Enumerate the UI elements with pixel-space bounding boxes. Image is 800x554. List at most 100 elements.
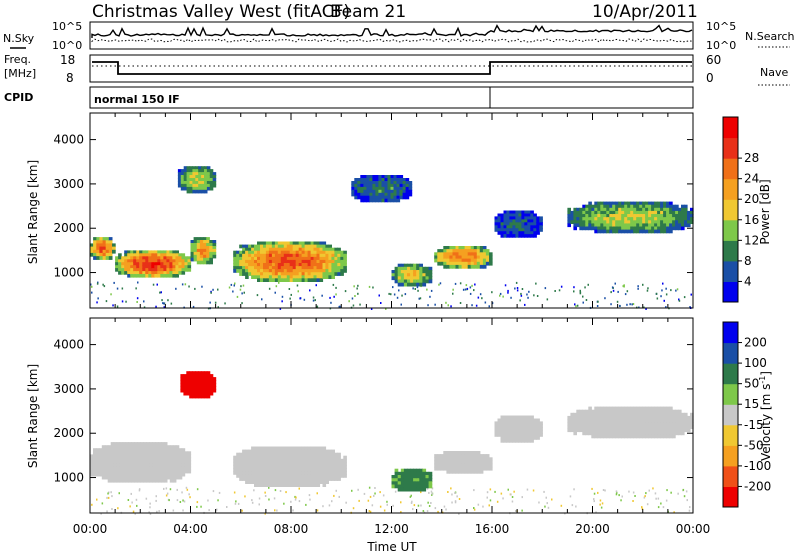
echo-cell — [260, 266, 264, 270]
echo-cell — [143, 478, 147, 483]
echo-cell — [416, 263, 420, 268]
echo-cell — [512, 219, 516, 223]
echo-cell — [204, 189, 208, 194]
echo-cell — [678, 409, 682, 414]
echo-cell — [663, 207, 667, 212]
echo-cell — [375, 198, 379, 203]
noise-speck — [228, 286, 231, 289]
echo-cell — [663, 223, 667, 228]
echo-cell — [340, 461, 344, 466]
echo-cell — [131, 472, 135, 477]
nsearch-tick-top: 10^5 — [706, 20, 736, 33]
echo-cell — [403, 475, 408, 479]
echo-cell — [440, 258, 444, 263]
echo-cell — [609, 201, 613, 206]
echo-cell — [337, 452, 341, 457]
echo-cell — [151, 268, 155, 272]
beam-label: Beam 21 — [330, 2, 406, 22]
echo-cell — [151, 265, 155, 269]
echo-cell — [319, 244, 324, 249]
echo-cell — [212, 181, 217, 185]
noise-speck — [149, 512, 152, 515]
echo-cell — [331, 455, 335, 460]
echo-cell — [254, 477, 258, 481]
echo-cell — [181, 466, 186, 471]
noise-speck — [410, 502, 413, 504]
echo-cell — [416, 484, 420, 489]
echo-cell — [239, 452, 243, 457]
echo-cell — [666, 229, 670, 234]
echo-cell — [274, 477, 279, 481]
echo-cell — [265, 266, 270, 270]
echo-cell — [113, 472, 118, 477]
echo-cell — [265, 483, 270, 487]
echo-cell — [107, 472, 112, 477]
echo-cell — [310, 449, 315, 454]
echo-cell — [609, 419, 613, 423]
echo-cell — [178, 256, 182, 260]
echo-cell — [609, 229, 613, 234]
echo-cell — [313, 266, 318, 270]
echo-cell — [669, 204, 673, 209]
echo-cell — [151, 259, 155, 263]
echo-cell — [304, 259, 309, 264]
echo-cell — [536, 418, 540, 423]
echo-cell — [140, 460, 144, 465]
echo-cell — [163, 268, 167, 272]
echo-cell — [233, 263, 237, 267]
echo-cell — [585, 204, 589, 209]
echo-cell — [455, 457, 460, 462]
echo-cell — [236, 259, 240, 264]
noise-speck — [675, 289, 677, 292]
echo-cell — [206, 243, 210, 247]
echo-cell — [512, 228, 516, 232]
echo-cell — [440, 463, 444, 468]
echo-cell — [233, 259, 237, 264]
echo-cell — [124, 250, 128, 254]
echo-cell — [166, 268, 170, 272]
echo-cell — [485, 466, 490, 471]
echo-cell — [612, 223, 616, 228]
colorbar-tick-label: 50 — [744, 377, 759, 391]
echo-cell — [639, 223, 643, 228]
echo-cell — [394, 481, 399, 486]
echo-cell — [328, 477, 332, 481]
echo-cell — [319, 446, 324, 451]
echo-cell — [396, 175, 401, 179]
echo-cell — [160, 460, 165, 465]
echo-cell — [624, 428, 628, 433]
echo-cell — [397, 471, 402, 476]
echo-cell — [408, 192, 413, 197]
echo-cell — [143, 442, 147, 446]
echo-cell — [402, 181, 407, 185]
echo-cell — [618, 217, 622, 221]
noise-speck — [368, 285, 371, 288]
echo-cell — [369, 186, 373, 191]
echo-cell — [149, 454, 153, 459]
echo-cell — [582, 220, 586, 224]
echo-cell — [576, 419, 580, 423]
echo-cell — [482, 255, 487, 260]
noise-speck — [196, 501, 199, 504]
echo-cell — [183, 388, 187, 393]
echo-cell — [609, 204, 613, 209]
echo-cell — [254, 471, 258, 475]
echo-cell — [184, 268, 189, 272]
echo-cell — [579, 226, 583, 231]
echo-cell — [624, 434, 628, 439]
echo-cell — [98, 460, 103, 465]
echo-cell — [204, 181, 208, 185]
echo-cell — [585, 431, 589, 436]
echo-cell — [678, 412, 682, 417]
echo-cell — [115, 256, 119, 260]
echo-region — [567, 406, 694, 439]
echo-cell — [506, 430, 510, 434]
echo-cell — [400, 270, 405, 274]
echo-cell — [257, 278, 261, 282]
echo-cell — [660, 425, 664, 429]
echo-cell — [136, 262, 140, 266]
echo-cell — [186, 172, 191, 176]
echo-cell — [131, 448, 135, 452]
echo-cell — [369, 189, 373, 194]
